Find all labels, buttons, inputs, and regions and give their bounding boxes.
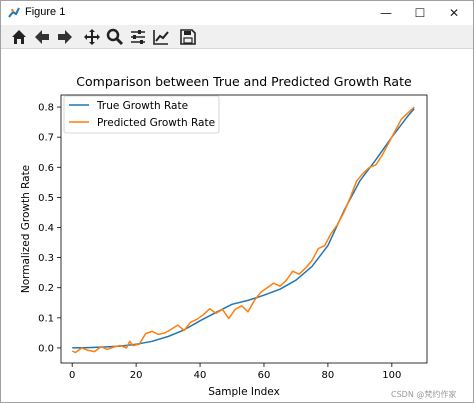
back-arrow-icon [35,30,49,44]
axes-edit-icon [153,30,169,45]
chart-title: Comparison between True and Predicted Gr… [76,74,412,89]
plot-frame [60,94,428,364]
chart-svg: Comparison between True and Predicted Gr… [20,74,428,398]
legend-box [63,95,220,134]
y-tick-label: 0.8 [38,103,54,114]
x-tick-label: 100 [382,370,401,381]
y-tick-label: 0.7 [38,133,54,144]
minimize-icon: — [380,6,392,20]
close-button[interactable]: ✕ [437,1,471,25]
subplots-config-icon [131,30,145,44]
axes-edit-button[interactable] [151,27,171,47]
home-icon [12,30,26,44]
save-button[interactable] [178,27,198,47]
back-button[interactable] [32,27,52,47]
forward-button[interactable] [55,27,75,47]
y-axis: 0.0 0.1 0.2 0.3 0.4 0.5 0.6 0.7 0.8 [38,103,61,354]
x-axis: 0 20 40 60 80 100 [69,363,401,381]
x-tick-label: 60 [258,370,271,381]
title-bar[interactable]: Figure 1 — ☐ ✕ [1,1,473,25]
subplots-config-button[interactable] [128,27,148,47]
series-line-predicted [71,106,415,354]
figure-canvas[interactable]: Comparison between True and Predicted Gr… [1,50,473,402]
legend-label-true: True Growth Rate [96,100,188,112]
zoom-icon [106,28,124,46]
y-axis-label: Normalized Growth Rate [20,165,32,293]
close-icon: ✕ [448,6,460,20]
pan-icon [84,29,100,45]
x-tick-label: 40 [194,370,207,381]
series-line-true [72,108,415,349]
y-tick-label: 0.4 [38,223,54,234]
forward-arrow-icon [58,30,72,44]
plot-lines [71,106,415,354]
navigation-toolbar [1,25,473,49]
figure-app-icon [8,7,20,18]
pan-button[interactable] [82,27,102,47]
maximize-icon: ☐ [414,6,426,20]
y-tick-label: 0.0 [38,343,54,354]
home-button[interactable] [9,27,29,47]
maximize-button[interactable]: ☐ [403,1,437,25]
legend: True Growth Rate Predicted Growth Rate [63,95,220,134]
window-title: Figure 1 [25,6,66,18]
watermark-text: CSDN @梵约作家 [391,390,457,399]
y-tick-label: 0.2 [38,283,54,294]
y-tick-label: 0.3 [38,253,54,264]
x-tick-label: 80 [322,370,335,381]
x-axis-label: Sample Index [208,386,280,398]
legend-label-predicted: Predicted Growth Rate [97,117,215,129]
y-tick-label: 0.5 [38,193,54,204]
minimize-button[interactable]: — [369,1,403,25]
y-tick-label: 0.1 [38,313,54,324]
x-tick-label: 20 [130,370,143,381]
x-tick-label: 0 [69,370,75,381]
zoom-button[interactable] [105,27,125,47]
save-icon [180,29,196,45]
y-tick-label: 0.6 [38,163,54,174]
